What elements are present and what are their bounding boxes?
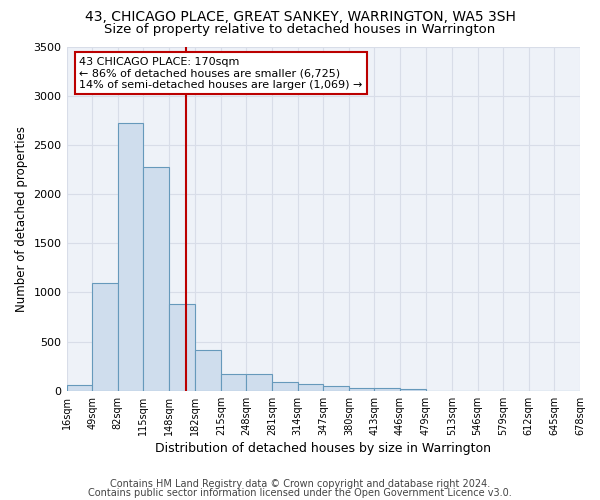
Bar (67, 386, 92, 391)
Text: 43 CHICAGO PLACE: 170sqm
← 86% of detached houses are smaller (6,725)
14% of sem: 43 CHICAGO PLACE: 170sqm ← 86% of detach… (79, 57, 363, 90)
Text: 43, CHICAGO PLACE, GREAT SANKEY, WARRINGTON, WA5 3SH: 43, CHICAGO PLACE, GREAT SANKEY, WARRING… (85, 10, 515, 24)
Bar (298, 384, 323, 391)
Bar (118, 123, 143, 391)
Bar (221, 374, 247, 391)
Text: Contains public sector information licensed under the Open Government Licence v3: Contains public sector information licen… (88, 488, 512, 498)
Bar (143, 166, 169, 391)
Bar (272, 382, 298, 391)
Text: Contains HM Land Registry data © Crown copyright and database right 2024.: Contains HM Land Registry data © Crown c… (110, 479, 490, 489)
Bar (169, 304, 194, 391)
Bar (92, 283, 118, 391)
Bar (349, 388, 374, 391)
Bar (400, 389, 425, 391)
Bar (323, 386, 349, 391)
Text: Size of property relative to detached houses in Warrington: Size of property relative to detached ho… (104, 22, 496, 36)
Bar (195, 350, 221, 391)
Bar (247, 374, 272, 391)
X-axis label: Distribution of detached houses by size in Warrington: Distribution of detached houses by size … (155, 442, 491, 455)
Y-axis label: Number of detached properties: Number of detached properties (15, 126, 28, 312)
Bar (374, 388, 400, 391)
